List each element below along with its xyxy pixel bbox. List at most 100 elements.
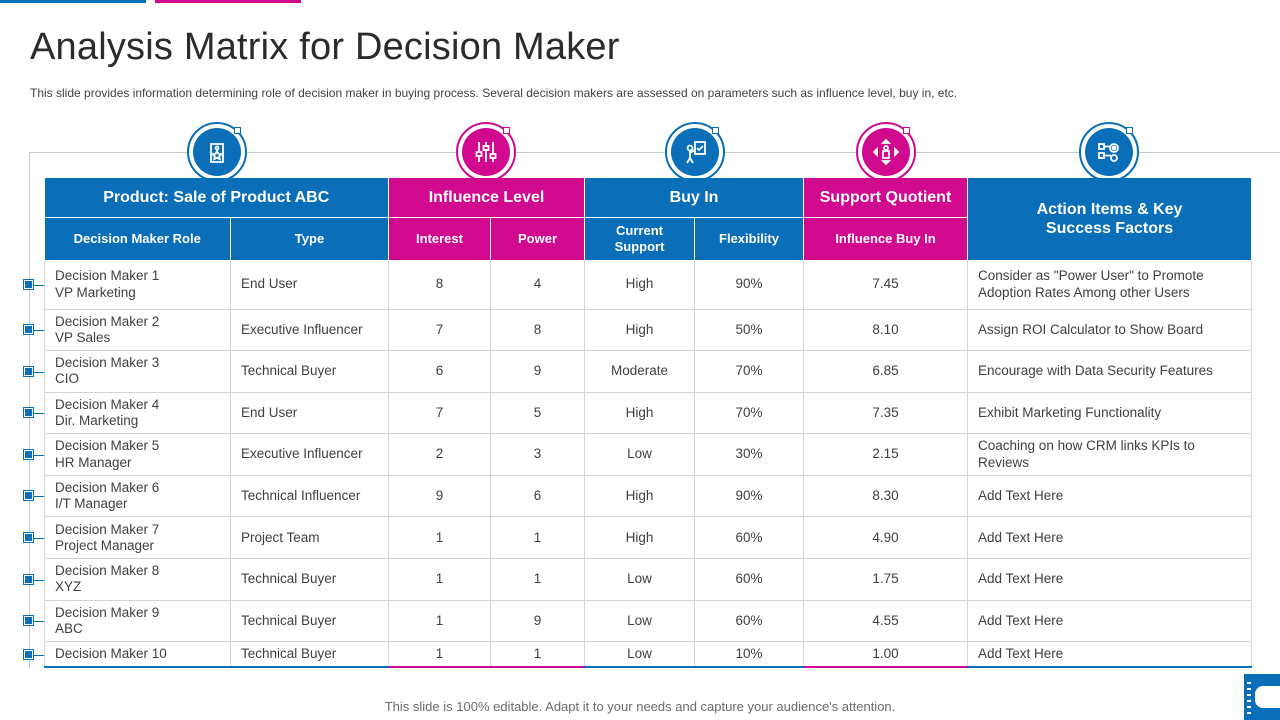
col-header-type: Type	[230, 217, 389, 261]
cell-power: 1	[490, 516, 585, 560]
cell-action-item: Add Text Here	[967, 641, 1253, 668]
row-bullet-connector	[30, 372, 44, 373]
cell-power: 1	[490, 558, 585, 601]
row-bullet-icon	[23, 278, 34, 290]
cell-role: Decision Maker 5 HR Manager	[44, 433, 231, 476]
cell-type: Technical Influencer	[230, 475, 389, 518]
col-header-interest: Interest	[388, 217, 491, 261]
cell-current-support: High	[584, 516, 695, 560]
cell-interest: 9	[388, 475, 491, 518]
row-bullet-icon	[23, 648, 34, 660]
row-bullet-icon	[23, 324, 34, 335]
col-header-flexibility: Flexibility	[694, 217, 805, 261]
cell-type: End User	[230, 260, 389, 310]
cell-interest: 1	[388, 558, 491, 601]
row-bullet-connector	[30, 580, 44, 581]
col-header-power: Power	[490, 217, 585, 261]
cell-action-item: Consider as "Power User" to Promote Adopt…	[967, 260, 1253, 310]
cell-interest: 1	[388, 516, 491, 560]
cell-power: 6	[490, 475, 585, 518]
col-header-role: Decision Maker Role	[44, 217, 231, 261]
row-bullet-icon	[23, 532, 34, 543]
row-bullet-icon	[23, 490, 34, 501]
cell-current-support: Low	[584, 641, 695, 668]
cell-role: Decision Maker 7 Project Manager	[44, 516, 231, 560]
cell-interest: 7	[388, 309, 491, 352]
cell-role: Decision Maker 6 I/T Manager	[44, 475, 231, 518]
directions-person-icon	[856, 122, 916, 182]
group-header-product: Product: Sale of Product ABC	[44, 178, 389, 218]
cell-current-support: High	[584, 260, 695, 310]
table-row: Decision Maker 6 I/T Manager Technical Inf…	[44, 475, 1253, 518]
cell-current-support: High	[584, 392, 695, 435]
row-bullet-connector	[30, 654, 44, 656]
cell-interest: 1	[388, 600, 491, 643]
top-accent-bar-blue	[0, 0, 146, 3]
table-row: Decision Maker 9 ABC Technical Buyer 1 9 Low 6…	[44, 600, 1253, 643]
cell-role: Decision Maker 8 XYZ	[44, 558, 231, 601]
group-header-influence: Influence Level	[388, 178, 585, 218]
cell-flexibility: 90%	[694, 260, 805, 310]
cell-influence-buy-in: 7.35	[803, 392, 969, 435]
row-bullet-connector	[30, 330, 44, 331]
cell-action-item: Assign ROI Calculator to Show Board	[967, 309, 1253, 352]
slide-subtitle: This slide provides information determin…	[30, 86, 958, 100]
cell-role: Decision Maker 1 VP Marketing	[44, 260, 231, 310]
col-header-current-support: Current Support	[584, 217, 695, 261]
table-row: Decision Maker 4 Dir. Marketing End User 7 5…	[44, 392, 1253, 435]
cell-type: Technical Buyer	[230, 641, 389, 668]
cell-flexibility: 90%	[694, 475, 805, 518]
cell-action-item: Add Text Here	[967, 600, 1253, 643]
cell-role: Decision Maker 4 Dir. Marketing	[44, 392, 231, 435]
cell-action-item: Add Text Here	[967, 475, 1253, 518]
cell-influence-buy-in: 8.30	[803, 475, 969, 518]
table-row: Decision Maker 8 XYZ Technical Buyer 1 1 Low 6…	[44, 558, 1253, 601]
cell-current-support: Moderate	[584, 350, 695, 393]
cell-influence-buy-in: 1.00	[803, 641, 969, 668]
cell-type: End User	[230, 392, 389, 435]
cell-power: 9	[490, 600, 585, 643]
approval-person-icon	[665, 122, 725, 182]
process-gears-icon	[1079, 122, 1139, 182]
row-bullet-connector	[30, 455, 44, 456]
table-row: Decision Maker 1 VP Marketing End User 8 4 Hi…	[44, 260, 1253, 310]
cell-interest: 6	[388, 350, 491, 393]
cell-interest: 1	[388, 641, 491, 668]
row-bullet-connector	[30, 621, 44, 622]
cell-flexibility: 10%	[694, 641, 805, 668]
cell-influence-buy-in: 4.55	[803, 600, 969, 643]
cell-current-support: High	[584, 309, 695, 352]
cell-influence-buy-in: 1.75	[803, 558, 969, 601]
cell-action-item: Add Text Here	[967, 516, 1253, 560]
group-header-buy-in: Buy In	[584, 178, 805, 218]
table-row: Decision Maker 5 HR Manager Executive Infl…	[44, 433, 1253, 476]
sliders-icon	[456, 122, 516, 182]
cell-type: Executive Influencer	[230, 309, 389, 352]
cell-type: Project Team	[230, 516, 389, 560]
cell-flexibility: 60%	[694, 516, 805, 560]
cell-role: Decision Maker 9 ABC	[44, 600, 231, 643]
row-bullet-icon	[23, 615, 34, 626]
cell-interest: 2	[388, 433, 491, 476]
cell-flexibility: 60%	[694, 600, 805, 643]
cell-action-item: Add Text Here	[967, 558, 1253, 601]
cell-flexibility: 70%	[694, 350, 805, 393]
cell-influence-buy-in: 2.15	[803, 433, 969, 476]
cell-role: Decision Maker 10	[44, 641, 231, 668]
cell-role: Decision Maker 3 CIO	[44, 350, 231, 393]
cell-flexibility: 60%	[694, 558, 805, 601]
row-bullet-icon	[23, 366, 34, 377]
table-row: Decision Maker 10 Technical Buyer 1 1 Low 10%…	[44, 641, 1253, 668]
group-header-support: Support Quotient	[803, 178, 969, 218]
row-bullet-connector	[30, 413, 44, 414]
cell-power: 3	[490, 433, 585, 476]
row-bullet-icon	[23, 574, 34, 585]
cell-power: 8	[490, 309, 585, 352]
cell-action-item: Encourage with Data Security Features	[967, 350, 1253, 393]
row-bullet-icon	[23, 449, 34, 460]
top-accent-bar-pink	[155, 0, 301, 3]
row-bullet-connector	[30, 496, 44, 497]
row-bullet-connector	[30, 284, 44, 286]
table-row: Decision Maker 7 Project Manager Project T…	[44, 516, 1253, 560]
cell-type: Technical Buyer	[230, 350, 389, 393]
